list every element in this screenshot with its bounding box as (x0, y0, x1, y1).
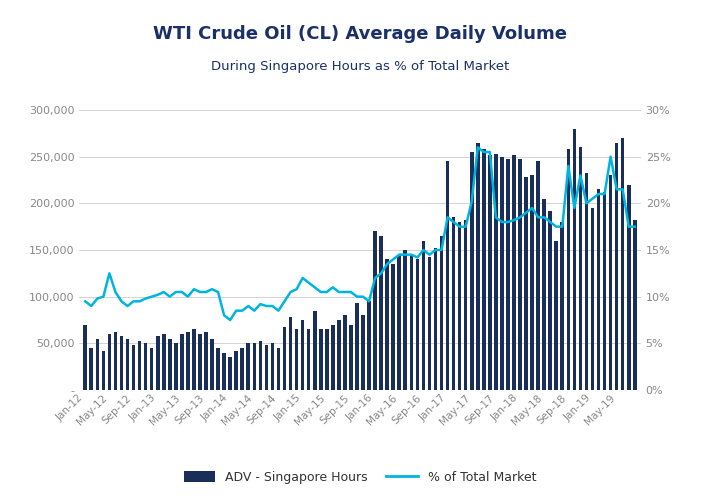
Bar (89, 348, 93, 390)
Bar (615, 142, 618, 390)
Bar (440, 236, 444, 390)
Legend: ADV - Singapore Hours, % of Total Market: ADV - Singapore Hours, % of Total Market (179, 466, 541, 489)
Bar (216, 348, 220, 390)
Bar (174, 344, 178, 390)
Bar (307, 330, 310, 390)
Bar (138, 342, 141, 390)
Bar (590, 208, 594, 390)
Bar (240, 348, 244, 390)
Bar (397, 254, 401, 390)
Bar (500, 156, 504, 390)
Bar (572, 128, 576, 390)
Bar (373, 232, 377, 390)
Bar (422, 240, 426, 390)
Bar (337, 320, 341, 390)
Bar (289, 317, 292, 390)
Bar (84, 324, 87, 390)
Bar (627, 184, 631, 390)
Bar (198, 334, 202, 390)
Bar (258, 342, 262, 390)
Bar (186, 332, 189, 390)
Bar (355, 303, 359, 390)
Bar (506, 158, 510, 390)
Bar (156, 336, 160, 390)
Bar (325, 330, 328, 390)
Bar (542, 198, 546, 390)
Bar (168, 338, 171, 390)
Bar (524, 177, 528, 390)
Text: During Singapore Hours as % of Total Market: During Singapore Hours as % of Total Mar… (211, 60, 509, 73)
Bar (114, 332, 117, 390)
Bar (204, 332, 208, 390)
Bar (222, 352, 226, 390)
Bar (392, 264, 395, 390)
Bar (518, 160, 522, 390)
Bar (120, 336, 123, 390)
Bar (132, 345, 135, 390)
Bar (470, 152, 474, 390)
Bar (192, 330, 196, 390)
Bar (609, 176, 613, 390)
Bar (536, 162, 540, 390)
Bar (343, 316, 347, 390)
Bar (464, 220, 467, 390)
Text: WTI Crude Oil (CL) Average Daily Volume: WTI Crude Oil (CL) Average Daily Volume (153, 25, 567, 43)
Bar (567, 149, 570, 390)
Bar (367, 302, 371, 390)
Bar (433, 248, 437, 390)
Bar (549, 211, 552, 390)
Bar (246, 344, 250, 390)
Bar (531, 176, 534, 390)
Bar (597, 190, 600, 390)
Bar (560, 222, 564, 390)
Bar (482, 149, 485, 390)
Bar (458, 222, 462, 390)
Bar (102, 351, 105, 390)
Bar (162, 334, 166, 390)
Bar (494, 154, 498, 390)
Bar (451, 218, 456, 390)
Bar (313, 310, 317, 390)
Bar (253, 344, 256, 390)
Bar (410, 254, 413, 390)
Bar (301, 320, 305, 390)
Bar (446, 162, 449, 390)
Bar (415, 260, 419, 390)
Bar (107, 334, 111, 390)
Bar (96, 338, 99, 390)
Bar (385, 260, 389, 390)
Bar (488, 155, 492, 390)
Bar (331, 324, 335, 390)
Bar (264, 345, 269, 390)
Bar (210, 338, 214, 390)
Bar (603, 192, 606, 390)
Bar (271, 344, 274, 390)
Bar (283, 326, 287, 390)
Bar (379, 236, 383, 390)
Bar (512, 155, 516, 390)
Bar (150, 348, 153, 390)
Bar (585, 174, 588, 390)
Bar (621, 138, 624, 390)
Bar (180, 334, 184, 390)
Bar (276, 348, 280, 390)
Bar (579, 148, 582, 390)
Bar (144, 344, 148, 390)
Bar (235, 351, 238, 390)
Bar (361, 316, 365, 390)
Bar (476, 142, 480, 390)
Bar (349, 324, 353, 390)
Bar (126, 338, 130, 390)
Bar (554, 240, 558, 390)
Bar (319, 330, 323, 390)
Bar (403, 250, 407, 390)
Bar (428, 258, 431, 390)
Bar (228, 358, 232, 390)
Bar (633, 220, 636, 390)
Bar (294, 330, 298, 390)
